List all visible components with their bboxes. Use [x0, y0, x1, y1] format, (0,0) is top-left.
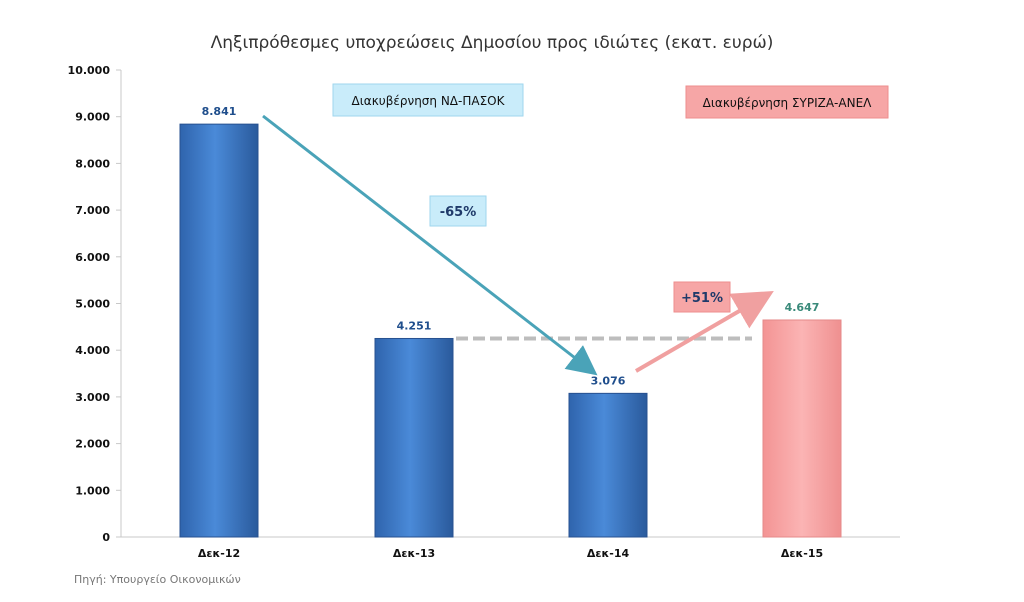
bars [179, 123, 842, 538]
chart-title: Ληξιπρόθεσμες υποχρεώσεις Δημοσίου προς … [211, 33, 774, 53]
y-tick-label: 7.000 [75, 204, 110, 217]
pct-up-box: +51% [673, 281, 731, 313]
category-label: Δεκ-14 [587, 547, 630, 560]
data-label: 8.841 [202, 105, 237, 118]
data-label: 3.076 [591, 374, 626, 387]
pct-down-box-bg [429, 195, 487, 227]
bar-Δεκ-14 [568, 392, 648, 538]
category-label: Δεκ-13 [393, 547, 435, 560]
y-tick-label: 5.000 [75, 298, 110, 311]
y-tick-label: 10.000 [68, 64, 111, 77]
pct-up-label: +51% [681, 291, 723, 306]
source-note: Πηγή: Υπουργείο Οικονομικών [74, 573, 241, 586]
y-tick-label: 9.000 [75, 111, 110, 124]
gov-nd-box: Διακυβέρνηση ΝΔ-ΠΑΣΟΚ [332, 83, 524, 117]
pct-down-box: -65% [429, 195, 487, 227]
gov-syriza-box: Διακυβέρνηση ΣΥΡΙΖΑ-ΑΝΕΛ [685, 85, 889, 119]
gov-syriza-label: Διακυβέρνηση ΣΥΡΙΖΑ-ΑΝΕΛ [703, 96, 873, 110]
y-tick-label: 4.000 [75, 344, 110, 357]
data-labels: 8.841 4.251 3.076 4.647 [202, 105, 820, 387]
gov-nd-box-bg [332, 83, 524, 117]
y-tick-label: 0 [102, 531, 110, 544]
bar-Δεκ-13 [374, 337, 454, 538]
pct-down-label: -65% [440, 205, 477, 220]
bar-Δεκ-15 [762, 319, 842, 538]
category-labels: Δεκ-12 Δεκ-13 Δεκ-14 Δεκ-15 [198, 547, 823, 560]
pct-up-box-bg [673, 281, 731, 313]
data-label: 4.251 [397, 319, 432, 332]
data-label: 4.647 [785, 301, 820, 314]
decrease-arrow [262, 114, 598, 376]
gov-syriza-box-bg [685, 85, 889, 119]
category-label: Δεκ-15 [781, 547, 823, 560]
gov-nd-label: Διακυβέρνηση ΝΔ-ΠΑΣΟΚ [352, 94, 506, 108]
bar-Δεκ-12 [179, 123, 259, 538]
y-tick-label: 1.000 [75, 484, 110, 497]
y-tick-label: 2.000 [75, 438, 110, 451]
category-label: Δεκ-12 [198, 547, 240, 560]
y-tick-labels: 0 1.000 2.000 3.000 4.000 5.000 6.000 7.000 8.00… [68, 64, 121, 544]
y-tick-label: 6.000 [75, 251, 110, 264]
y-tick-label: 3.000 [75, 391, 110, 404]
increase-arrow [634, 290, 774, 373]
y-tick-label: 8.000 [75, 157, 110, 170]
